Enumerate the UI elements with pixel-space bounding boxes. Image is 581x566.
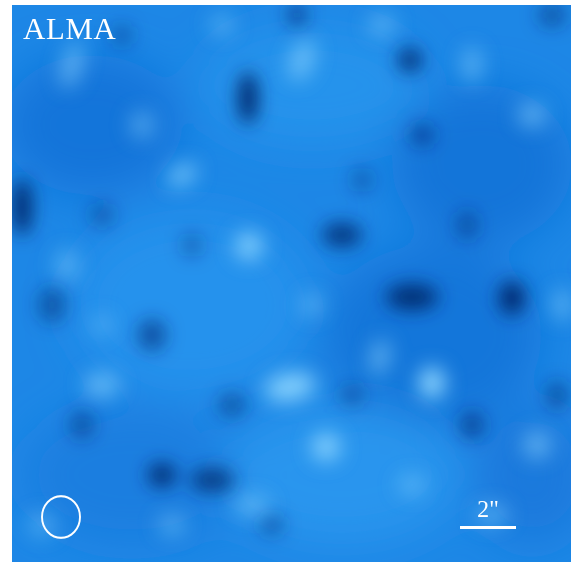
dark-feature xyxy=(12,179,32,235)
dark-feature xyxy=(547,381,567,409)
bright-feature xyxy=(419,367,445,399)
dark-feature xyxy=(352,168,372,192)
dark-feature xyxy=(287,5,307,27)
alma-intensity-map xyxy=(12,5,571,562)
bright-feature xyxy=(234,495,270,515)
large-scale-structure xyxy=(202,25,422,145)
dark-feature xyxy=(398,48,422,72)
scale-bar-label: 2" xyxy=(477,497,499,523)
large-scale-structure xyxy=(222,405,462,545)
dark-feature xyxy=(90,203,114,227)
bright-feature xyxy=(92,315,112,335)
dark-feature xyxy=(138,319,166,351)
large-scale-structure xyxy=(322,245,542,425)
dark-feature xyxy=(460,411,484,439)
bright-feature xyxy=(288,38,316,82)
bright-feature xyxy=(55,249,79,281)
scale-bar xyxy=(460,526,516,529)
large-scale-structure xyxy=(392,85,571,245)
bright-feature xyxy=(210,15,234,35)
large-scale-structure xyxy=(12,55,182,195)
large-scale-structure xyxy=(72,215,312,395)
bright-feature xyxy=(84,373,120,397)
bright-feature xyxy=(523,431,551,459)
dark-feature xyxy=(218,393,246,417)
bright-feature xyxy=(264,372,316,402)
bright-feature xyxy=(167,163,197,187)
dark-feature xyxy=(112,25,132,45)
dark-feature xyxy=(410,125,434,145)
dark-feature xyxy=(457,211,477,239)
bright-feature xyxy=(518,103,546,127)
dark-feature xyxy=(190,468,234,492)
dark-feature xyxy=(340,385,364,405)
dark-feature xyxy=(538,5,566,27)
bright-feature xyxy=(300,293,324,317)
dark-feature xyxy=(322,223,362,247)
bright-feature xyxy=(235,232,263,260)
bright-feature xyxy=(552,289,571,321)
dark-feature xyxy=(386,284,438,310)
bright-feature xyxy=(369,339,391,375)
beam-ellipse xyxy=(41,495,81,539)
bright-feature xyxy=(462,47,482,83)
bright-feature xyxy=(368,15,396,35)
dark-feature xyxy=(499,281,525,315)
dark-feature xyxy=(182,233,202,257)
bright-feature xyxy=(476,505,508,525)
dark-feature xyxy=(38,287,66,323)
bright-feature xyxy=(158,515,186,535)
bright-feature xyxy=(130,111,154,139)
instrument-label: ALMA xyxy=(23,11,117,46)
dark-feature xyxy=(238,72,258,124)
bright-feature xyxy=(398,475,426,495)
alma-map-frame: ALMA 2" xyxy=(12,5,571,562)
dark-feature xyxy=(260,515,284,535)
bright-feature xyxy=(60,41,84,89)
bright-feature xyxy=(312,433,340,461)
dark-feature xyxy=(148,463,176,487)
dark-feature xyxy=(70,411,94,439)
